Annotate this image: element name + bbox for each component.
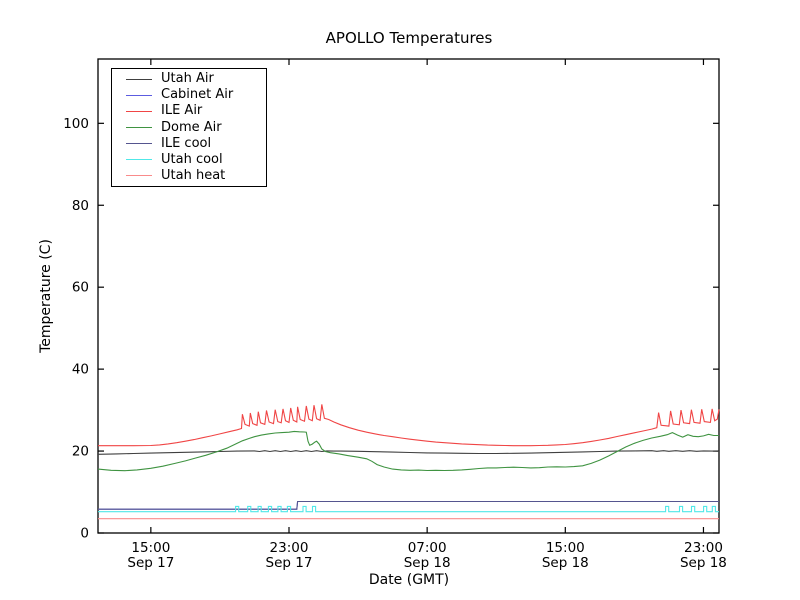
legend-entry: ILE Air bbox=[126, 104, 266, 118]
x-tick-label-time: 23:00 bbox=[684, 540, 723, 556]
chart-title: APOLLO Temperatures bbox=[325, 29, 493, 47]
legend-entry: Cabinet Air bbox=[126, 88, 266, 102]
y-tick-label: 20 bbox=[72, 444, 89, 460]
y-tick-label: 80 bbox=[72, 198, 89, 214]
x-tick-label-time: 15:00 bbox=[546, 540, 585, 556]
legend-entry: ILE cool bbox=[126, 135, 266, 151]
legend-line-sample bbox=[126, 110, 152, 112]
legend: Utah Air Cabinet Air ILE Air Dome Air ILE co… bbox=[111, 68, 267, 187]
legend-label: Cabinet Air bbox=[161, 87, 234, 103]
x-tick-label-date: Sep 18 bbox=[404, 555, 451, 571]
y-tick-label: 40 bbox=[72, 362, 89, 378]
x-tick-label-date: Sep 17 bbox=[127, 555, 174, 571]
legend-label: Dome Air bbox=[161, 119, 222, 135]
x-tick-label-time: 07:00 bbox=[408, 540, 447, 556]
x-tick-label-date: Sep 17 bbox=[266, 555, 313, 571]
legend-label: ILE Air bbox=[161, 103, 203, 119]
legend-label: ILE cool bbox=[161, 135, 212, 151]
x-tick-label-date: Sep 18 bbox=[680, 555, 727, 571]
y-tick-label: 100 bbox=[63, 116, 89, 132]
legend-label: Utah heat bbox=[161, 167, 226, 183]
y-tick-label: 60 bbox=[72, 280, 89, 296]
legend-line-sample bbox=[126, 143, 152, 145]
legend-line-sample bbox=[126, 94, 152, 96]
x-axis-label: Date (GMT) bbox=[368, 572, 450, 588]
x-tick-label-time: 15:00 bbox=[131, 540, 170, 556]
legend-line-sample bbox=[126, 175, 152, 177]
series-line-cabinet-air bbox=[98, 500, 719, 510]
y-tick-label: 0 bbox=[80, 526, 89, 542]
legend-line-sample bbox=[126, 78, 152, 80]
legend-entry: Utah Air bbox=[126, 72, 266, 86]
legend-entry: Utah cool bbox=[126, 151, 266, 167]
series-line-ile-cool bbox=[98, 500, 719, 510]
series-line-utah-air bbox=[97, 450, 720, 455]
legend-entry: Utah heat bbox=[126, 167, 266, 183]
x-tick-label-time: 23:00 bbox=[270, 540, 309, 556]
legend-line-sample bbox=[126, 127, 152, 128]
x-tick-label-date: Sep 18 bbox=[542, 555, 589, 571]
legend-line-sample bbox=[126, 159, 152, 161]
plot-border bbox=[97, 58, 720, 534]
series-line-dome-air bbox=[97, 430, 719, 472]
series-line-ile-air bbox=[98, 404, 720, 447]
legend-label: Utah Air bbox=[161, 71, 214, 87]
legend-label: Utah cool bbox=[161, 151, 223, 167]
series-line-utah-cool bbox=[98, 505, 719, 513]
legend-entry: Dome Air bbox=[126, 119, 266, 135]
